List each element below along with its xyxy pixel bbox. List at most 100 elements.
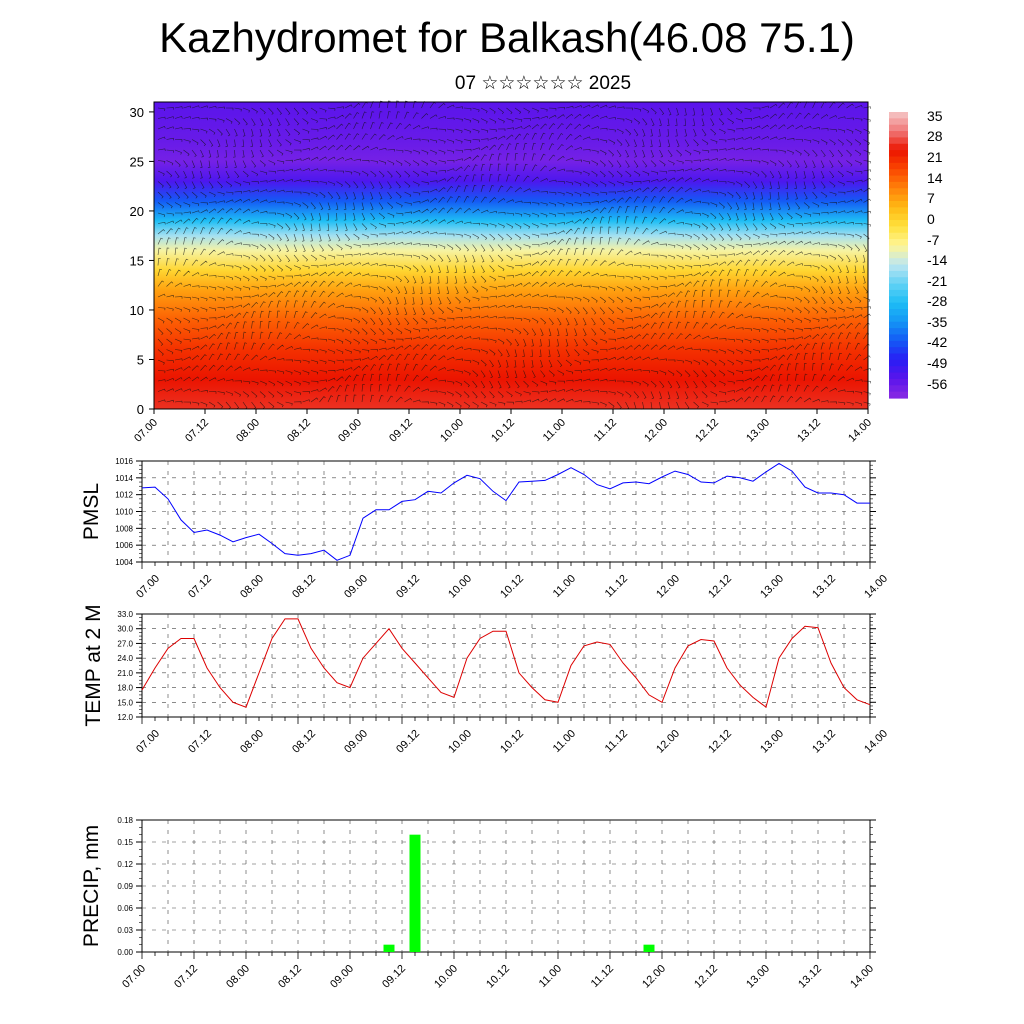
- pmsl-ytick-label: 1014: [115, 474, 133, 483]
- colorbar-segment: [889, 328, 908, 336]
- colorbar-segment: [889, 334, 908, 342]
- temp-ytick-label: 15.0: [117, 698, 133, 707]
- precip-xtick-label: 11.12: [589, 963, 616, 990]
- precip-xtick-label: 14.00: [848, 963, 876, 991]
- temp-ytick-label: 12.0: [117, 713, 133, 722]
- temp-ytick-label: 18.0: [117, 684, 133, 693]
- precip-xtick-label: 12.12: [692, 963, 720, 991]
- temp-xtick-label: 08.00: [238, 728, 266, 756]
- heatmap-xtick-label: 12.00: [642, 417, 670, 445]
- precip-xtick-label: 12.00: [640, 963, 668, 991]
- colorbar-segment: [889, 232, 908, 240]
- precip-ylabel: PRECIP, mm: [80, 825, 103, 947]
- pmsl-series-line: [141, 462, 870, 561]
- precip-xtick-label: 07.00: [120, 963, 148, 991]
- heatmap-ytick-label: 5: [137, 352, 144, 367]
- colorbar-segment: [889, 169, 908, 177]
- colorbar-label: -35: [927, 314, 947, 330]
- heatmap-xtick-label: 10.00: [438, 417, 466, 445]
- page-subtitle: 07 ☆☆☆☆☆☆ 2025: [454, 73, 632, 94]
- colorbar-segment: [889, 226, 908, 234]
- precip-xtick-label: 11.00: [537, 963, 564, 990]
- pmsl-ytick-label: 1010: [115, 508, 133, 517]
- colorbar-label: -7: [927, 232, 940, 248]
- colorbar-segment: [889, 137, 908, 145]
- precip-ytick-label: 0.00: [117, 948, 133, 957]
- pmsl-xtick-label: 09.00: [342, 573, 370, 601]
- temp-xtick-label: 13.12: [810, 728, 838, 756]
- colorbar-segment: [889, 302, 908, 310]
- pmsl-xtick-label: 07.00: [134, 573, 162, 601]
- colorbar-segment: [889, 321, 908, 329]
- heatmap-ytick-label: 20: [130, 204, 144, 219]
- colorbar-label: 0: [927, 211, 935, 227]
- temp-ytick-label: 24.0: [117, 654, 133, 663]
- heatmap-field: [154, 102, 868, 409]
- heatmap-ytick-label: 0: [137, 402, 144, 417]
- temp-xtick-label: 10.12: [498, 728, 526, 756]
- colorbar-segment: [889, 347, 908, 355]
- pmsl-ytick-label: 1006: [115, 541, 133, 550]
- colorbar-segment: [889, 309, 908, 316]
- colorbar-segment: [889, 124, 908, 132]
- colorbar-segment: [889, 156, 908, 164]
- temp-ytick-label: 33.0: [117, 610, 133, 619]
- colorbar-segment: [889, 245, 908, 253]
- heatmap-xtick-label: 11.00: [541, 417, 568, 444]
- wind-barb-paths: [157, 100, 872, 410]
- temp-xtick-label: 14.00: [862, 728, 890, 756]
- precip-ytick-label: 0.03: [117, 926, 133, 935]
- heatmap-ytick-label: 25: [130, 154, 144, 169]
- precip-xtick-label: 13.12: [796, 963, 824, 991]
- colorbar-label: 14: [927, 170, 943, 186]
- colorbar-segment: [889, 366, 908, 374]
- pmsl-xtick-label: 13.00: [758, 573, 786, 601]
- heatmap-xtick-label: 09.00: [336, 417, 364, 445]
- precip-xtick-label: 09.12: [380, 963, 408, 991]
- pmsl-xtick-label: 14.00: [862, 573, 890, 601]
- colorbar-segment: [889, 378, 908, 386]
- pmsl-xtick-label: 07.12: [186, 573, 214, 601]
- precip-xtick-label: 10.12: [484, 963, 512, 991]
- precip-xtick-label: 08.00: [224, 963, 252, 991]
- temp-ylabel: TEMP at 2 M: [82, 604, 105, 726]
- pmsl-xtick-label: 11.12: [603, 573, 630, 600]
- precip-xtick-label: 07.12: [172, 963, 200, 991]
- colorbar-label: 7: [927, 190, 935, 206]
- colorbar-label: -56: [927, 376, 947, 392]
- temp-series-line: [141, 618, 871, 709]
- precip-ytick-label: 0.15: [117, 838, 133, 847]
- heatmap-xtick-label: 13.00: [744, 417, 772, 445]
- heatmap-xtick-label: 09.12: [387, 417, 415, 445]
- colorbar-segment: [889, 277, 908, 285]
- precip-ytick-label: 0.06: [117, 904, 133, 913]
- colorbar-segment: [889, 385, 908, 393]
- temp-ytick-label: 21.0: [117, 669, 133, 678]
- colorbar-segment: [889, 372, 908, 380]
- temp-ytick-label: 30.0: [117, 625, 133, 634]
- pmsl-xtick-label: 08.00: [238, 573, 266, 601]
- pmsl-xtick-label: 09.12: [394, 573, 422, 601]
- page-title: Kazhydromet for Balkash(46.08 75.1): [159, 14, 855, 61]
- colorbar-label: 28: [927, 128, 943, 144]
- pmsl-ytick-label: 1012: [115, 491, 133, 500]
- temp-xtick-label: 08.12: [290, 728, 318, 756]
- heatmap-xtick-label: 08.12: [285, 417, 313, 445]
- colorbar-segment: [889, 251, 908, 259]
- precip-ytick-label: 0.09: [117, 882, 133, 891]
- precip-bar: [409, 834, 421, 952]
- colorbar-segment: [889, 220, 908, 227]
- precip-ytick-label: 0.12: [117, 860, 133, 869]
- colorbar-segment: [889, 258, 908, 266]
- colorbar-segment: [889, 162, 908, 170]
- temp-xtick-label: 07.12: [186, 728, 214, 756]
- colorbar-label: 35: [927, 108, 943, 124]
- temp-xtick-label: 09.12: [394, 728, 422, 756]
- temp-xtick-label: 11.00: [551, 728, 578, 755]
- colorbar-segment: [889, 340, 908, 348]
- precip-bar: [383, 944, 395, 952]
- colorbar-segment: [889, 143, 908, 151]
- colorbar-segment: [889, 207, 908, 215]
- heatmap-ytick-label: 30: [130, 105, 144, 120]
- temp-xtick-label: 10.00: [446, 728, 474, 756]
